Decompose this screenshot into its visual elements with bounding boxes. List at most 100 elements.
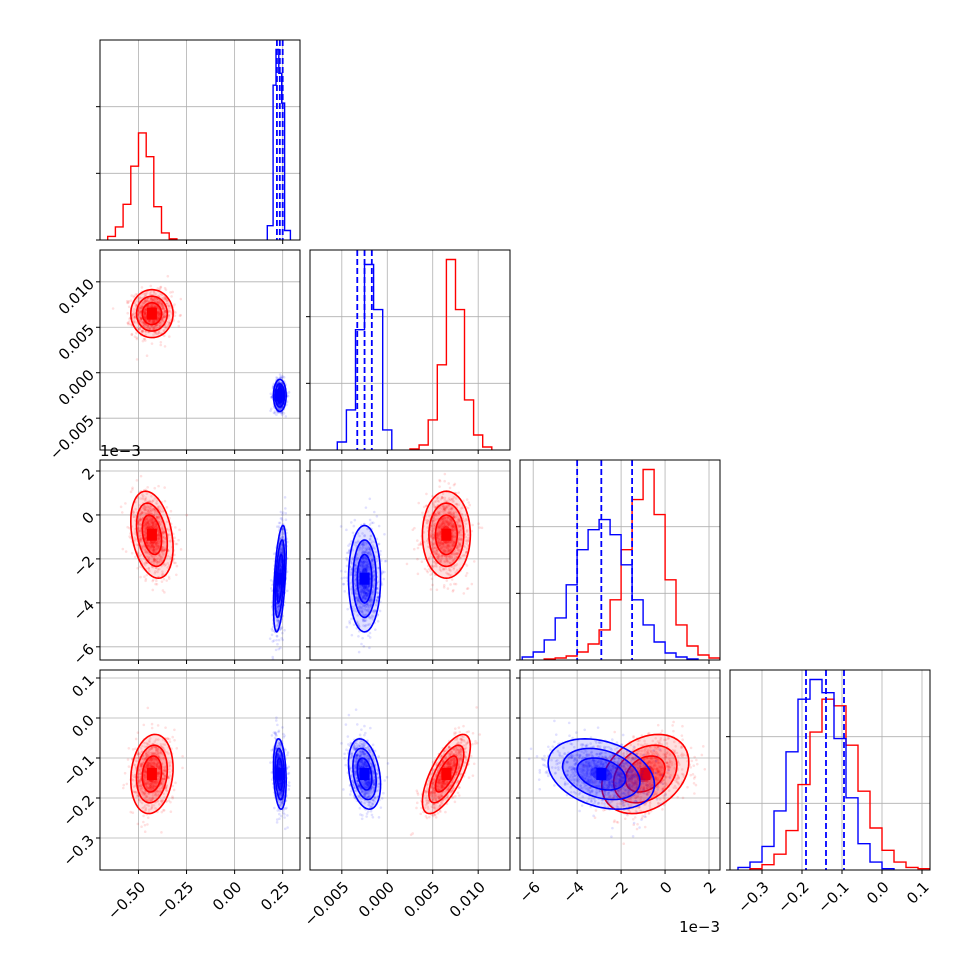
sample-point: [278, 403, 282, 406]
sample-point: [144, 498, 148, 501]
sample-point: [162, 296, 165, 300]
sample-point: [280, 516, 284, 520]
sample-point: [146, 299, 150, 303]
sample-point: [348, 620, 351, 623]
sample-point: [133, 536, 136, 539]
sample-point: [157, 515, 161, 519]
sample-point: [280, 374, 283, 378]
sample-point: [151, 298, 155, 301]
sample-point: [124, 550, 128, 553]
sample-point: [148, 327, 152, 331]
sample-point: [273, 411, 277, 415]
sample-point: [283, 628, 286, 632]
sample-point: [138, 512, 142, 516]
sample-point: [157, 312, 161, 316]
sample-point: [147, 558, 150, 561]
sample-point: [162, 315, 165, 319]
sample-point: [156, 563, 159, 566]
sample-point: [141, 305, 144, 309]
sample-point: [153, 510, 156, 513]
sample-point: [157, 528, 160, 531]
sample-point: [138, 315, 142, 319]
sample-point: [144, 488, 148, 492]
sample-point: [141, 497, 144, 501]
sample-point: [132, 310, 136, 313]
sample-point: [156, 311, 160, 314]
sample-point: [129, 299, 133, 302]
sample-point: [151, 526, 154, 530]
sample-point: [144, 300, 147, 303]
sample-point: [157, 294, 160, 298]
sample-point: [284, 511, 288, 515]
sample-point: [368, 518, 372, 522]
sample-point: [281, 511, 285, 514]
sample-point: [157, 312, 161, 315]
sample-point: [159, 340, 163, 344]
sample-point: [161, 317, 164, 320]
sample-point: [143, 521, 146, 525]
sample-point: [144, 532, 147, 535]
sample-point: [148, 500, 152, 504]
sample-point: [156, 313, 160, 317]
sample-point: [132, 510, 136, 514]
sample-point: [146, 541, 149, 545]
sample-point: [145, 517, 148, 521]
sample-point: [141, 544, 145, 548]
sample-point: [139, 316, 143, 320]
sample-point: [154, 324, 158, 327]
sample-point: [146, 505, 150, 508]
sample-point: [152, 556, 155, 559]
sample-point: [156, 300, 160, 304]
sample-point: [362, 644, 366, 648]
sample-point: [141, 329, 144, 333]
sample-point: [132, 307, 136, 311]
sample-point: [165, 326, 168, 329]
sample-point: [141, 330, 145, 334]
sample-point: [158, 302, 161, 305]
sample-point: [149, 541, 153, 545]
sample-point: [152, 319, 155, 323]
sample-point: [133, 301, 137, 305]
sample-point: [137, 327, 141, 331]
sample-point: [146, 521, 150, 524]
sample-point: [144, 523, 148, 527]
panel-p1-vs-p0: [100, 250, 300, 450]
sample-point: [134, 555, 137, 559]
sample-point: [135, 304, 138, 307]
sample-point: [156, 561, 159, 564]
sample-point: [445, 579, 449, 582]
sample-point: [151, 542, 155, 545]
sample-point: [151, 319, 154, 322]
sample-point: [143, 315, 147, 319]
sample-point: [421, 511, 424, 515]
sample-point: [179, 297, 183, 301]
sample-point: [142, 562, 146, 565]
sample-point: [155, 502, 159, 505]
sample-point: [133, 315, 137, 319]
sample-point: [139, 523, 142, 527]
sample-point: [156, 323, 160, 327]
sample-point: [164, 309, 167, 313]
sample-point: [159, 343, 163, 347]
sample-point: [154, 522, 157, 525]
sample-point: [147, 567, 151, 570]
sample-point: [457, 491, 460, 494]
sample-point: [147, 526, 150, 530]
sample-point: [286, 394, 290, 398]
sample-point: [277, 647, 281, 651]
sample-point: [153, 325, 157, 329]
sample-point: [144, 308, 147, 312]
sample-point: [278, 385, 282, 388]
sample-point: [279, 376, 282, 380]
sample-point: [163, 315, 166, 319]
sample-point: [147, 525, 151, 529]
sample-point: [141, 301, 145, 305]
sample-point: [131, 488, 134, 491]
sample-point: [178, 314, 182, 318]
sample-point: [157, 313, 160, 316]
sample-point: [144, 536, 147, 540]
sample-point: [147, 519, 151, 523]
sample-point: [159, 321, 162, 325]
sample-point: [132, 295, 136, 299]
sample-point: [278, 384, 281, 388]
